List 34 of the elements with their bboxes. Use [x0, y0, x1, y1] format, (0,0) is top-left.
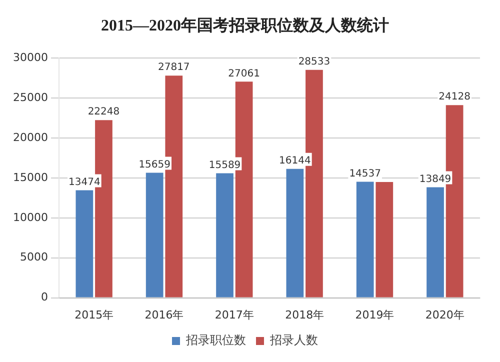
- bar: [216, 173, 234, 298]
- chart-title: 2015—2020年国考招录职位数及人数统计: [101, 16, 389, 35]
- y-tick-label: 20000: [12, 130, 48, 144]
- data-label: 14537: [349, 168, 382, 180]
- y-tick-label: 5000: [20, 250, 48, 264]
- y-tick-label: 0: [40, 290, 48, 304]
- bar: [76, 190, 94, 298]
- bar: [146, 172, 164, 298]
- legend-label: 招录人数: [269, 333, 318, 348]
- data-label: 22248: [88, 106, 120, 118]
- y-tick-label: 25000: [12, 90, 48, 104]
- bar: [286, 168, 304, 298]
- x-tick-label: 2016年: [144, 308, 184, 322]
- x-tick-label: 2020年: [425, 308, 464, 322]
- legend-label: 招录职位数: [185, 333, 246, 348]
- data-label: 15589: [208, 160, 241, 171]
- data-label: 28533: [298, 56, 330, 68]
- x-tick-label: 2017年: [214, 308, 254, 322]
- y-tick-label: 10000: [12, 210, 48, 224]
- y-tick-label: 15000: [12, 170, 48, 184]
- bar: [356, 182, 374, 298]
- data-label: 24128: [438, 92, 470, 103]
- x-tick-label: 2019年: [355, 308, 394, 322]
- data-label: 13474: [68, 176, 100, 188]
- x-tick-label: 2015年: [74, 308, 114, 322]
- data-label: 15659: [138, 159, 171, 170]
- bar: [376, 182, 394, 298]
- x-tick-label: 2018年: [285, 308, 324, 322]
- bar: [426, 187, 444, 298]
- data-label: 16144: [279, 155, 311, 166]
- data-label: 27061: [228, 68, 260, 80]
- data-label: 27817: [158, 62, 190, 74]
- data-label: 13849: [419, 174, 452, 185]
- y-tick-label: 30000: [12, 51, 48, 64]
